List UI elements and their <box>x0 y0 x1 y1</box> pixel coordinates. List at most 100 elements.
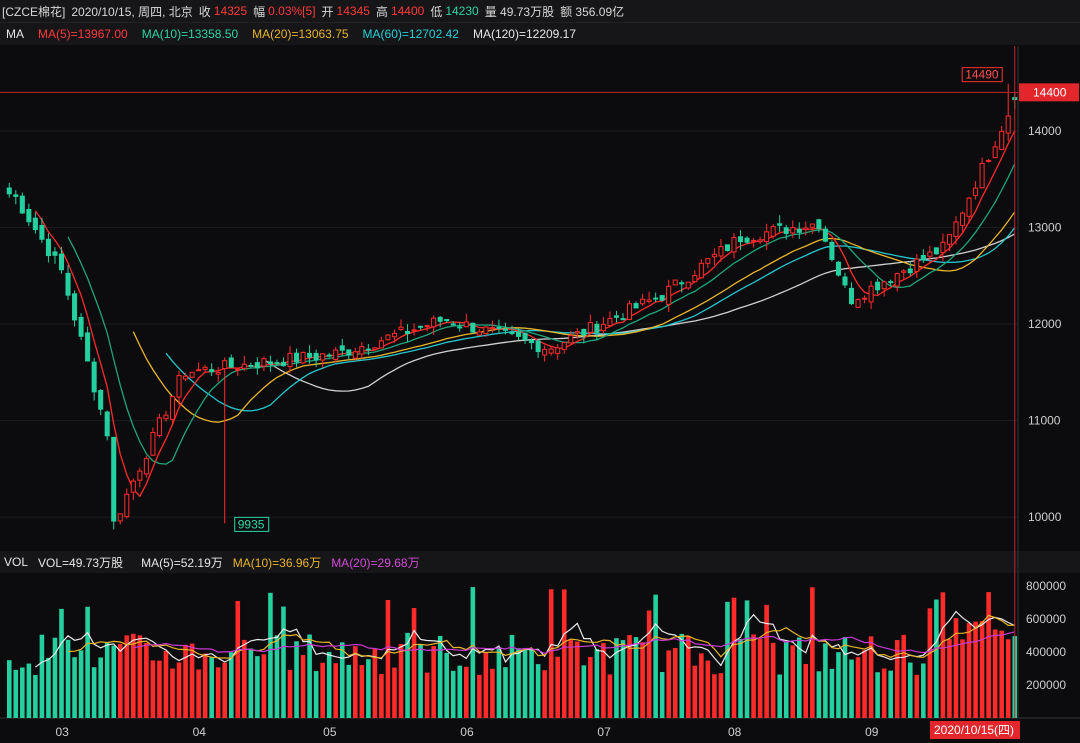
volume-bar <box>992 629 998 718</box>
volume-bar <box>823 643 828 718</box>
candle <box>65 272 71 296</box>
vol-ma20-legend: MA(20)=29.68万 <box>331 555 420 570</box>
volume-bar <box>588 656 593 718</box>
volume-bar <box>516 648 521 718</box>
candle <box>156 417 162 436</box>
volume-bar <box>940 592 946 718</box>
volume-legend: VOL VOL=49.73万股 MA(5)=52.19万 MA(10)=36.9… <box>0 551 1080 573</box>
volume-bar <box>888 670 893 718</box>
volume-bar <box>816 671 822 718</box>
volume-bar <box>294 641 299 718</box>
candle <box>117 513 123 522</box>
ma10-line <box>67 163 1016 465</box>
volume-bar <box>450 670 456 718</box>
candle <box>169 396 176 420</box>
candle <box>104 411 110 437</box>
candle <box>385 334 391 341</box>
candle <box>137 470 143 481</box>
candle <box>359 346 365 355</box>
candle <box>986 159 992 162</box>
candle <box>653 297 659 300</box>
volume-bar <box>287 669 293 718</box>
candle <box>822 228 828 242</box>
candle <box>783 227 789 234</box>
candle <box>666 285 672 305</box>
candle <box>352 351 358 359</box>
volume-bar <box>65 639 71 718</box>
candle <box>901 270 907 273</box>
candle <box>751 239 757 242</box>
volume-bar <box>875 672 880 718</box>
volume-bar <box>529 649 534 718</box>
candle <box>196 369 202 372</box>
high-value: 14400 <box>390 4 425 18</box>
candle <box>620 318 626 321</box>
candle <box>594 323 600 333</box>
candle <box>816 219 822 230</box>
month-tick-label: 09 <box>865 725 879 739</box>
volume-bar <box>431 646 436 718</box>
volume-bar <box>117 643 123 718</box>
volume-bar <box>607 674 613 718</box>
candle <box>764 231 770 243</box>
volume-bar <box>78 650 84 718</box>
volume-bar <box>366 659 371 718</box>
volume-bar <box>509 634 515 718</box>
candle <box>646 299 652 302</box>
volume-bar <box>444 652 449 718</box>
volume-bar <box>235 600 241 718</box>
month-tick-label: 07 <box>597 725 611 739</box>
vol-ma10-line <box>67 614 1015 659</box>
high-label: 高 <box>375 4 388 19</box>
ma5-legend: MA(5)=13967.00 <box>38 27 128 41</box>
candle <box>398 326 404 330</box>
volume-bar <box>881 668 887 718</box>
candle <box>875 281 881 291</box>
volume-bar <box>777 674 782 718</box>
candle <box>992 146 998 159</box>
candle <box>489 327 495 330</box>
volume-bar <box>496 647 502 718</box>
max-label-box <box>961 67 1003 83</box>
candle <box>940 241 946 254</box>
candle <box>731 237 737 253</box>
candle <box>829 241 835 260</box>
candle <box>85 332 91 362</box>
candle <box>45 238 51 257</box>
candle <box>176 375 182 398</box>
vol-legend-value: VOL=49.73万股 <box>38 555 124 570</box>
month-tick-label: 04 <box>193 725 207 739</box>
volume-bar <box>555 656 560 718</box>
volume-bar <box>614 638 619 718</box>
candle <box>183 375 189 380</box>
close-value: 14325 <box>213 4 248 18</box>
candle <box>633 303 639 309</box>
date-tag <box>930 721 1020 739</box>
volume-bar <box>392 667 397 718</box>
volume-bar <box>326 651 332 718</box>
volume-bar <box>248 648 254 718</box>
volume-bar <box>770 642 776 718</box>
candle <box>862 297 868 300</box>
volume-bar <box>705 660 711 718</box>
volume-bar <box>907 662 913 718</box>
symbol: [CZCE棉花] <box>2 4 66 19</box>
volume-bar <box>796 637 802 718</box>
candle <box>979 162 985 189</box>
candle <box>888 281 894 284</box>
volume-bar <box>679 633 685 718</box>
candle <box>287 352 293 368</box>
price-tick-label: 13000 <box>1028 220 1062 234</box>
candle <box>418 325 424 328</box>
volume-bar <box>738 639 743 718</box>
candle <box>881 281 887 290</box>
price-tag-text: 14400 <box>1033 85 1067 99</box>
low-value: 14230 <box>445 4 479 18</box>
candle <box>724 244 730 251</box>
volume-bar <box>503 667 508 718</box>
volume-bar <box>209 657 214 718</box>
volume-bar <box>85 606 90 718</box>
volume-bar <box>281 606 286 718</box>
candle <box>274 362 280 365</box>
